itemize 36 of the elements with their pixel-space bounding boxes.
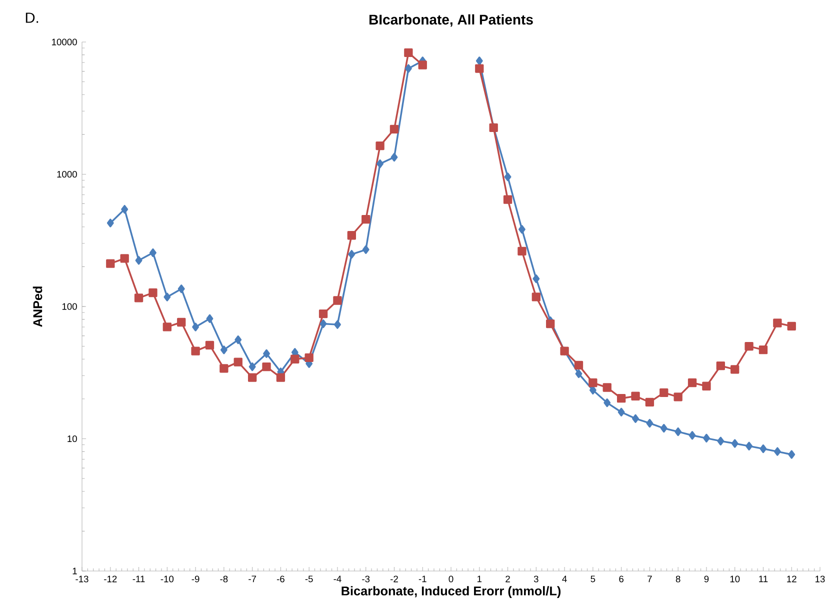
x-tick-label: -12: [104, 576, 117, 582]
x-tick-label: -4: [334, 576, 342, 582]
x-tick-label: 9: [704, 576, 709, 582]
x-tick-label: 0: [448, 576, 454, 582]
x-tick-label: -10: [160, 576, 174, 582]
y-axis-title: ANPed: [32, 286, 42, 327]
x-tick-label: -13: [76, 576, 88, 582]
x-tick-label: 4: [562, 576, 567, 582]
x-tick-label: -2: [390, 576, 398, 582]
x-tick-label: -1: [418, 576, 426, 582]
x-tick-label: 8: [676, 576, 680, 582]
x-tick-label: 12: [787, 576, 796, 582]
text: D.: [26, 12, 38, 23]
x-tick-label: -7: [248, 576, 256, 582]
x-tick-label: 6: [619, 576, 624, 582]
x-tick-label: -3: [362, 576, 370, 582]
y-tick-label: 100: [62, 303, 77, 310]
y-tick-label: 1000: [57, 170, 77, 178]
x-axis-title: Bicarbonate, Induced Erorr (mmol/L): [342, 586, 561, 598]
y-tick-label: 10000: [52, 38, 77, 46]
x-tick-label: 1: [478, 576, 482, 582]
x-tick-label: -5: [305, 576, 313, 582]
x-tick-label: 13: [816, 576, 825, 582]
x-tick-label: 7: [648, 576, 652, 582]
x-tick-label: -6: [276, 576, 284, 582]
x-tick-label: 11: [759, 576, 768, 582]
x-tick-label: 10: [730, 576, 740, 582]
y-tick-label: 10: [68, 435, 77, 442]
x-tick-label: -9: [192, 576, 200, 582]
x-tick-label: 3: [534, 576, 538, 582]
y-tick-label: 1: [72, 568, 77, 574]
x-tick-label: 5: [590, 576, 596, 582]
chart-title: BIcarbonate, All Patients: [369, 14, 533, 27]
x-tick-label: -11: [132, 576, 145, 582]
x-tick-label: 2: [506, 576, 510, 582]
x-tick-label: -8: [220, 576, 228, 582]
